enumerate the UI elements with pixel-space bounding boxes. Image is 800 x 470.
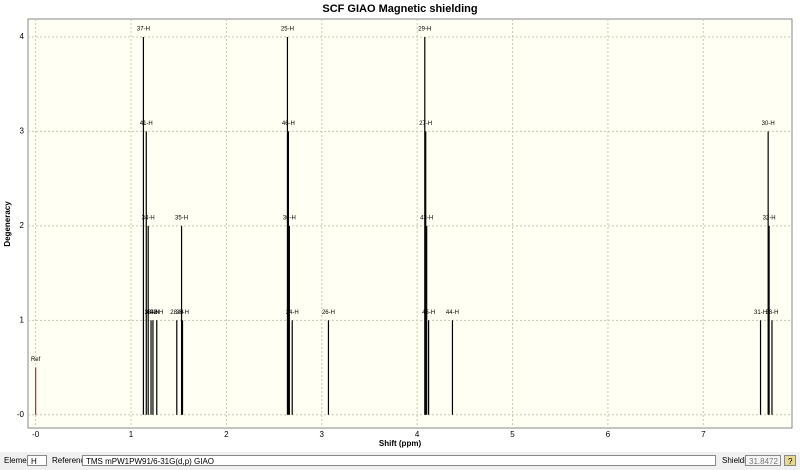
y-axis-label: Degeneracy — [3, 201, 12, 247]
peak-label: 46-H — [282, 121, 295, 127]
x-tick-label: 5 — [510, 430, 515, 439]
toolbar: Element: H Reference: TMS mPW1PW91/6-31G… — [0, 452, 800, 470]
peak-label: 44-H — [446, 310, 459, 316]
y-tick-label: 1 — [20, 315, 25, 324]
peak-label: 38-H — [765, 310, 778, 316]
x-axis-label: Shift (ppm) — [379, 439, 422, 448]
plot-area — [27, 18, 793, 429]
element-label: Element: — [4, 456, 36, 465]
peak-label: 26-H — [322, 310, 335, 316]
x-tick-label: -0 — [32, 430, 40, 439]
help-button[interactable]: ? — [784, 455, 796, 466]
chart: SCF GIAO Magnetic shielding Shift (ppm) … — [0, 0, 800, 452]
y-tick-label: 2 — [20, 221, 25, 230]
peak-label: 36-H — [283, 215, 296, 221]
x-tick-label: 2 — [224, 430, 229, 439]
peak-label: 31-H — [754, 310, 767, 316]
shielding-field: 31.8472 — [745, 455, 781, 466]
peak-label: 42-H — [150, 310, 163, 316]
peak-label: Ref — [31, 357, 41, 363]
peak-label: 32-H — [763, 215, 776, 221]
chart-title: SCF GIAO Magnetic shielding — [322, 3, 477, 15]
x-tick-label: 3 — [320, 430, 325, 439]
peak-label: 39-H — [176, 310, 189, 316]
x-tick-label: 4 — [415, 430, 420, 439]
peak-label: 40-H — [146, 310, 159, 316]
peak-label: 29-H — [418, 27, 431, 33]
peak-label: 27-H — [419, 121, 432, 127]
peak-label: 25-H — [281, 27, 294, 33]
peak-label: 45-H — [422, 310, 435, 316]
reference-label: Reference: — [52, 456, 92, 465]
peak-label: 35-H — [175, 215, 188, 221]
y-tick-label: 4 — [20, 32, 25, 41]
y-tick-label: 3 — [20, 127, 25, 136]
peak-label: 43-H — [420, 215, 433, 221]
peak-label: 28-H — [170, 310, 183, 316]
x-tick-label: 1 — [129, 430, 134, 439]
x-tick-label: 7 — [701, 430, 706, 439]
element-select[interactable]: H — [27, 455, 47, 466]
peak-label: 37-H — [137, 27, 150, 33]
shielding-label: Shielding: — [722, 456, 758, 465]
peak-label: 34-H — [142, 215, 155, 221]
x-tick-label: 6 — [606, 430, 611, 439]
peak-label: 41-H — [140, 121, 153, 127]
peak-label: 24-H — [286, 310, 299, 316]
reference-select[interactable]: TMS mPW1PW91/6-31G(d,p) GIAO — [82, 455, 716, 466]
y-tick-label: -0 — [17, 410, 25, 419]
peak-label: 30-H — [762, 121, 775, 127]
peak-label: 33-H — [145, 310, 158, 316]
